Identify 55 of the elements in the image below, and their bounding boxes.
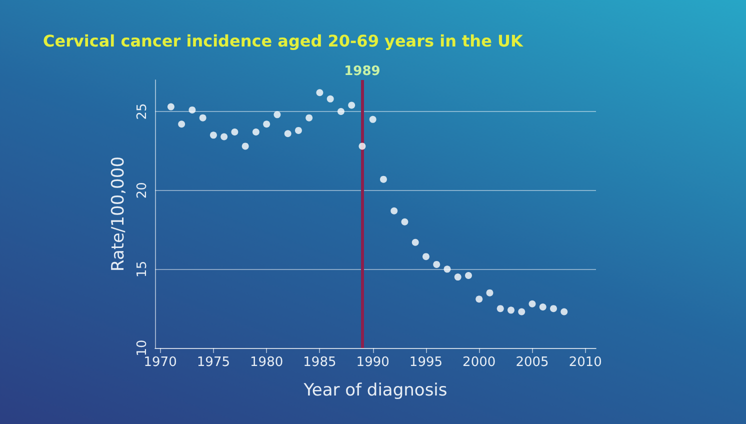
point <box>348 102 356 109</box>
point <box>412 238 419 246</box>
point <box>507 306 514 314</box>
point <box>433 260 440 268</box>
point <box>188 106 196 114</box>
point <box>167 103 174 110</box>
x-tick-label: 2000 <box>462 355 496 370</box>
point <box>486 289 494 296</box>
ref-line-label: 1989 <box>344 64 380 79</box>
point <box>528 300 536 308</box>
point <box>252 128 260 136</box>
point <box>401 218 408 226</box>
point <box>242 142 249 150</box>
point <box>316 89 324 96</box>
point <box>337 108 344 116</box>
point <box>518 308 526 316</box>
x-tick-label: 1975 <box>196 355 230 370</box>
y-tick-label: 25 <box>135 103 150 120</box>
x-tick-label: 1990 <box>356 355 390 370</box>
point <box>210 132 217 139</box>
y-tick-label: 20 <box>135 182 150 199</box>
y-axis-title: Rate/100,000 <box>108 156 128 272</box>
point <box>306 114 313 122</box>
point <box>358 142 366 150</box>
chart-title: Cervical cancer incidence aged 20-69 years in the UK <box>43 32 524 50</box>
point <box>464 272 472 279</box>
y-tick-label: 15 <box>135 260 150 278</box>
point <box>444 266 451 273</box>
point <box>274 111 281 118</box>
point <box>294 126 302 134</box>
point <box>326 95 334 102</box>
point <box>476 296 483 303</box>
y-tick-label: 10 <box>135 340 150 356</box>
point <box>178 120 186 128</box>
point <box>496 305 504 312</box>
x-tick-label: 1980 <box>250 355 284 370</box>
x-tick-label: 1970 <box>144 355 177 370</box>
point <box>263 120 270 128</box>
point <box>231 128 238 136</box>
point <box>380 176 387 183</box>
point <box>539 304 546 311</box>
point <box>199 114 206 122</box>
point <box>369 116 376 123</box>
point <box>422 253 430 260</box>
point <box>560 308 568 316</box>
x-tick-label: 2005 <box>516 355 549 370</box>
point <box>454 274 462 281</box>
x-tick-label: 1995 <box>409 355 443 370</box>
point <box>390 207 398 214</box>
x-tick-label: 2010 <box>568 355 602 370</box>
point <box>284 130 292 138</box>
point <box>220 133 228 140</box>
x-tick-label: 1985 <box>303 355 336 370</box>
x-axis-title: Year of diagnosis <box>302 380 448 400</box>
point <box>550 305 557 312</box>
